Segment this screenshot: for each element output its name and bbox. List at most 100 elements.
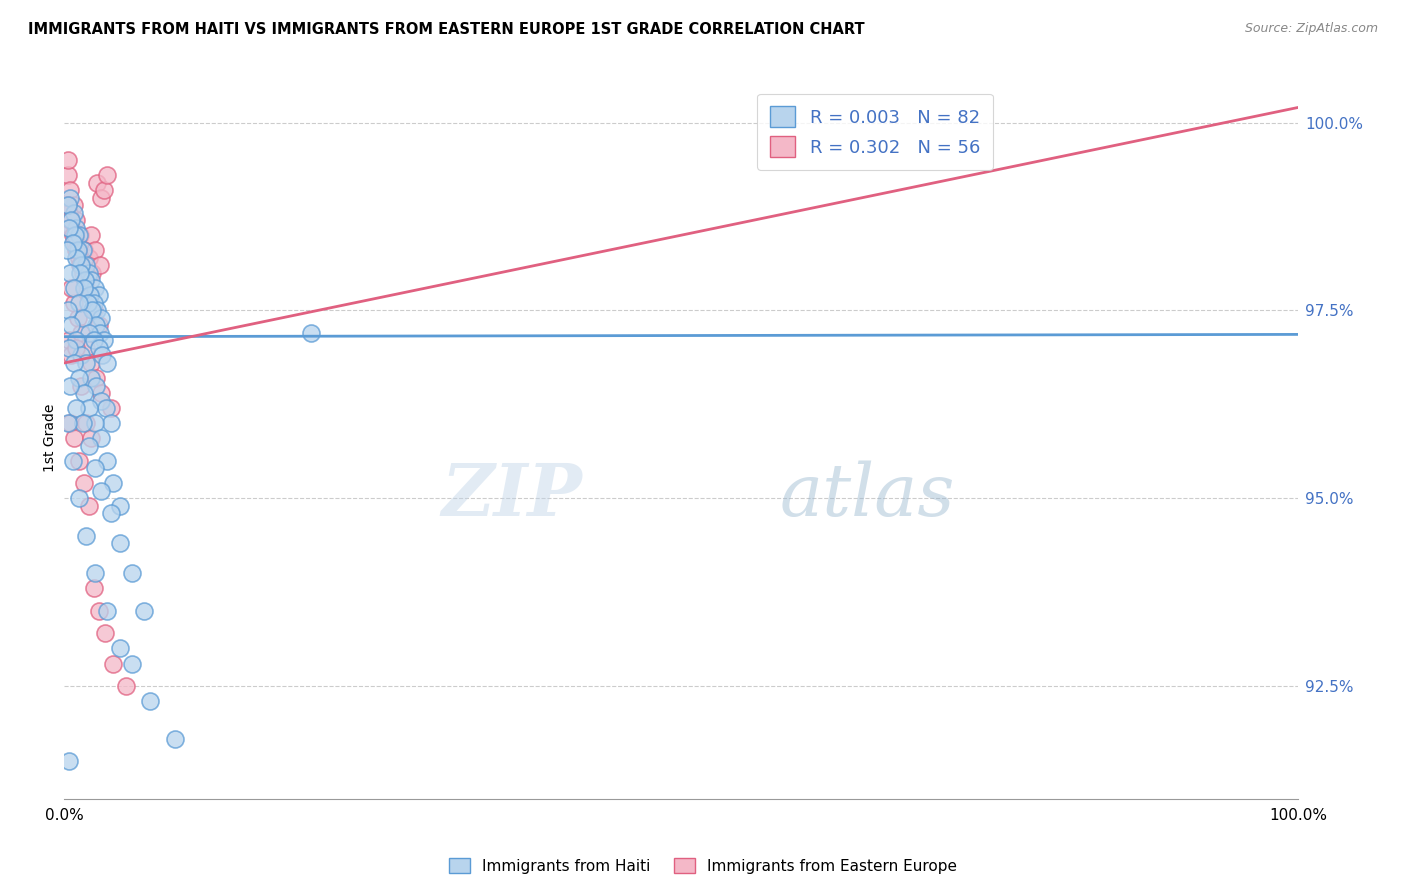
- Point: [67, 453, 90, 467]
- Point: [75, 356, 97, 370]
- Point: [65, 220, 87, 235]
- Legend: R = 0.003   N = 82, R = 0.302   N = 56: R = 0.003 N = 82, R = 0.302 N = 56: [758, 94, 993, 169]
- Point: [72, 266, 94, 280]
- Point: [84, 244, 107, 258]
- Point: [69, 228, 91, 243]
- Point: [58, 334, 80, 348]
- Point: [96, 604, 118, 618]
- Point: [67, 371, 90, 385]
- Point: [90, 191, 112, 205]
- Point: [100, 416, 122, 430]
- Point: [73, 273, 96, 287]
- Point: [59, 213, 82, 227]
- Point: [83, 582, 105, 596]
- Point: [90, 483, 112, 498]
- Point: [83, 334, 105, 348]
- Point: [58, 754, 80, 768]
- Point: [83, 303, 105, 318]
- Point: [73, 244, 96, 258]
- Point: [65, 244, 87, 258]
- Point: [69, 266, 91, 280]
- Point: [82, 266, 104, 280]
- Point: [65, 334, 87, 348]
- Point: [62, 235, 84, 250]
- Point: [82, 303, 104, 318]
- Point: [60, 281, 83, 295]
- Point: [75, 529, 97, 543]
- Point: [80, 273, 103, 287]
- Point: [69, 258, 91, 272]
- Point: [55, 244, 77, 258]
- Point: [93, 334, 115, 348]
- Text: atlas: atlas: [780, 460, 955, 531]
- Point: [84, 416, 107, 430]
- Point: [84, 281, 107, 295]
- Point: [84, 371, 107, 385]
- Point: [121, 566, 143, 581]
- Point: [76, 296, 98, 310]
- Point: [63, 235, 86, 250]
- Point: [79, 288, 101, 302]
- Point: [94, 626, 117, 640]
- Point: [86, 176, 108, 190]
- Point: [56, 303, 79, 318]
- Point: [103, 657, 125, 671]
- Point: [121, 657, 143, 671]
- Point: [67, 296, 90, 310]
- Point: [62, 453, 84, 467]
- Point: [66, 244, 89, 258]
- Point: [63, 228, 86, 243]
- Point: [75, 416, 97, 430]
- Point: [108, 499, 131, 513]
- Point: [77, 266, 100, 280]
- Point: [60, 318, 83, 333]
- Point: [87, 288, 110, 302]
- Point: [84, 378, 107, 392]
- Point: [70, 326, 93, 340]
- Point: [73, 281, 96, 295]
- Point: [77, 251, 100, 265]
- Point: [91, 348, 114, 362]
- Point: [65, 341, 87, 355]
- Point: [62, 228, 84, 243]
- Point: [139, 694, 162, 708]
- Point: [90, 310, 112, 325]
- Point: [56, 198, 79, 212]
- Point: [59, 416, 82, 430]
- Point: [59, 183, 82, 197]
- Y-axis label: 1st Grade: 1st Grade: [44, 404, 58, 472]
- Point: [67, 491, 90, 506]
- Point: [87, 341, 110, 355]
- Point: [103, 476, 125, 491]
- Point: [75, 258, 97, 272]
- Point: [75, 341, 97, 355]
- Point: [56, 416, 79, 430]
- Point: [80, 228, 103, 243]
- Point: [77, 439, 100, 453]
- Point: [70, 378, 93, 392]
- Point: [80, 431, 103, 445]
- Point: [65, 251, 87, 265]
- Point: [65, 401, 87, 415]
- Point: [87, 604, 110, 618]
- Point: [63, 356, 86, 370]
- Point: [134, 604, 156, 618]
- Point: [56, 153, 79, 167]
- Point: [70, 258, 93, 272]
- Point: [86, 303, 108, 318]
- Point: [89, 258, 111, 272]
- Point: [96, 356, 118, 370]
- Legend: Immigrants from Haiti, Immigrants from Eastern Europe: Immigrants from Haiti, Immigrants from E…: [443, 852, 963, 880]
- Point: [108, 641, 131, 656]
- Point: [63, 431, 86, 445]
- Point: [66, 310, 89, 325]
- Point: [79, 288, 101, 302]
- Point: [63, 281, 86, 295]
- Point: [89, 326, 111, 340]
- Text: ZIP: ZIP: [441, 460, 582, 532]
- Point: [60, 220, 83, 235]
- Point: [90, 393, 112, 408]
- Point: [60, 348, 83, 362]
- Point: [73, 476, 96, 491]
- Point: [77, 499, 100, 513]
